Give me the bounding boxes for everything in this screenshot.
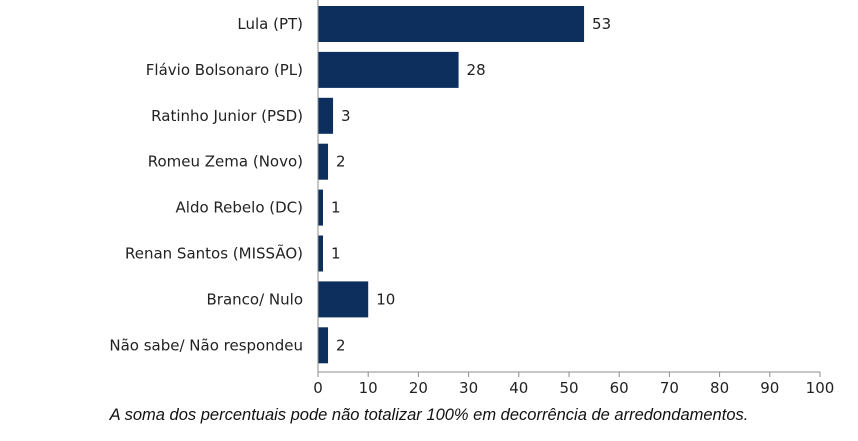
value-label: 1 <box>331 245 341 263</box>
value-label: 2 <box>336 336 346 354</box>
value-label: 10 <box>376 290 395 308</box>
bar <box>318 97 334 134</box>
category-label: Romeu Zema (Novo) <box>148 153 303 171</box>
value-label: 28 <box>467 61 486 79</box>
footnote: A soma dos percentuais pode não totaliza… <box>109 406 749 424</box>
bar <box>318 235 324 272</box>
bar <box>318 281 369 318</box>
bar <box>318 51 459 88</box>
value-label: 2 <box>336 153 346 171</box>
x-tick-label: 50 <box>559 379 578 397</box>
x-tick-label: 30 <box>459 379 478 397</box>
axes-group: 0 10 20 30 40 50 60 70 80 90 100 <box>313 0 834 397</box>
value-label: 53 <box>592 15 611 33</box>
bar <box>318 189 324 226</box>
x-tick-label: 20 <box>409 379 428 397</box>
x-tick-label: 0 <box>313 379 323 397</box>
category-label: Não sabe/ Não respondeu <box>109 336 303 354</box>
x-tick-label: 10 <box>359 379 378 397</box>
value-label: 1 <box>331 199 341 217</box>
category-label: Lula (PT) <box>237 15 303 33</box>
x-tick-label: 60 <box>610 379 629 397</box>
x-tick-label: 100 <box>806 379 835 397</box>
x-tick-label: 90 <box>760 379 779 397</box>
x-tick-label: 40 <box>509 379 528 397</box>
x-tick-label: 80 <box>710 379 729 397</box>
bar <box>318 143 329 180</box>
x-tick-label: 70 <box>660 379 679 397</box>
bars-group: Lula (PT) 53 Flávio Bolsonaro (PL) 28 Ratinh… <box>109 6 611 364</box>
category-label: Ratinho Junior (PSD) <box>151 107 303 125</box>
category-label: Branco/ Nulo <box>207 290 303 308</box>
category-label: Flávio Bolsonaro (PL) <box>146 61 303 79</box>
bar <box>318 327 329 364</box>
category-label: Aldo Rebelo (DC) <box>176 199 303 217</box>
bar <box>318 6 585 42</box>
category-label: Renan Santos (MISSÃO) <box>125 244 303 263</box>
value-label: 3 <box>341 107 351 125</box>
